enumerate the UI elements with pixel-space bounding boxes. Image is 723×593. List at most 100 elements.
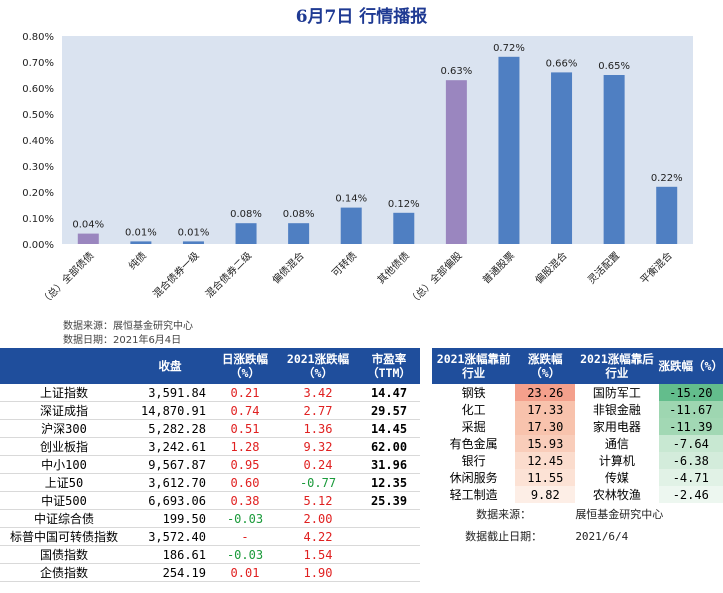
bar [498, 56, 520, 244]
header-bottom-industry: 2021涨幅靠后 行业 [575, 348, 659, 384]
data-label: 0.08% [283, 209, 315, 220]
index-close: 254.19 [128, 563, 212, 582]
index-name: 中证500 [0, 491, 128, 510]
index-name: 国债指数 [0, 545, 128, 564]
y-tick-label: 0.80% [22, 32, 54, 43]
plot-area [62, 36, 693, 244]
bottom-industry-change: -11.67 [658, 401, 723, 418]
chart-source-line2: 数据日期：2021年6月4日 [63, 335, 182, 346]
index-ytd-change: 1.90 [278, 563, 358, 582]
bar [393, 212, 415, 244]
index-name: 上证50 [0, 473, 128, 492]
index-ytd-change: 4.22 [278, 527, 358, 546]
category-label: 可转债 [329, 249, 359, 279]
index-day-change: 0.60 [212, 473, 278, 492]
index-name: 中证综合债 [0, 509, 128, 528]
index-ytd-change: 1.54 [278, 545, 358, 564]
table-row: 中证500 6,693.06 0.38 5.12 25.39 [0, 491, 420, 510]
category-label: 灵活配置 [585, 250, 622, 287]
table-row: 国债指数 186.61 -0.03 1.54 [0, 545, 420, 564]
category-label: 普通股票 [480, 249, 517, 286]
top-industry-name: 休闲服务 [449, 471, 498, 485]
bottom-industry-name: 非银金融 [592, 403, 641, 417]
index-close: 9,567.87 [128, 455, 212, 474]
table-row: 采掘 17.30 家用电器 -11.39 [432, 418, 723, 435]
table-date-row: 数据截止日期： 2021/6/4 [432, 525, 723, 547]
index-day-change: 0.21 [212, 384, 278, 402]
top-industry-name: 轻工制造 [449, 488, 498, 502]
category-label: 纯债 [126, 249, 149, 272]
index-close: 186.61 [128, 545, 212, 564]
category-label: 平衡混合 [637, 249, 674, 286]
date-label: 数据截止日期： [465, 530, 543, 543]
top-industry-name: 采掘 [461, 420, 486, 434]
source-label: 数据来源： [476, 508, 532, 521]
index-ytd-change: 2.77 [278, 401, 358, 420]
top-industry-name: 有色金属 [449, 437, 498, 451]
header-pe: 市盈率 （TTM） [358, 348, 420, 384]
index-close: 5,282.28 [128, 419, 212, 438]
y-tick-label: 0.10% [22, 214, 54, 225]
data-label: 0.01% [125, 227, 157, 238]
index-pe: 12.35 [358, 473, 420, 492]
table-row: 深证成指 14,870.91 0.74 2.77 29.57 [0, 401, 420, 420]
index-day-change: -0.03 [212, 509, 278, 528]
table-row: 轻工制造 9.82 农林牧渔 -2.46 [432, 486, 723, 503]
table-row: 银行 12.45 计算机 -6.38 [432, 452, 723, 469]
y-tick-label: 0.00% [22, 240, 54, 251]
table-row: 有色金属 15.93 通信 -7.64 [432, 435, 723, 452]
bar [77, 233, 99, 244]
header-close: 收盘 [128, 348, 212, 384]
top-industry-change: 12.45 [515, 452, 576, 469]
header-top-industry: 2021涨幅靠前 行业 [432, 348, 516, 384]
index-ytd-change: 0.24 [278, 455, 358, 474]
bottom-industry-name: 农林牧渔 [592, 488, 641, 502]
header-name [0, 348, 128, 384]
bottom-industry-change: -2.46 [658, 486, 723, 503]
top-industry-change: 23.26 [515, 384, 576, 401]
industry-table: 2021涨幅靠前 行业 涨跌幅 （%） 2021涨幅靠后 行业 涨跌幅（%） 钢铁 23… [432, 348, 723, 547]
top-industry-change: 11.55 [515, 469, 576, 486]
category-label: 其他债债 [374, 249, 411, 286]
y-tick-label: 0.30% [22, 162, 54, 173]
category-label: 混合债券二级 [203, 249, 255, 301]
category-label: 混合债券一级 [150, 249, 202, 301]
source-value: 展恒基金研究中心 [575, 508, 664, 521]
top-industry-change: 9.82 [515, 486, 576, 503]
bar [603, 75, 625, 244]
table-row: 标普中国可转债指数 3,572.40-4.22 [0, 527, 420, 546]
index-day-change: -0.03 [212, 545, 278, 564]
index-close: 3,572.40 [128, 527, 212, 546]
data-label: 0.01% [178, 227, 210, 238]
bar [130, 241, 152, 244]
bottom-industry-change: -4.71 [658, 469, 723, 486]
index-close: 3,612.70 [128, 473, 212, 492]
header-day-change: 日涨跌幅 （%） [212, 348, 278, 384]
index-name: 企债指数 [0, 563, 128, 582]
y-tick-label: 0.50% [22, 110, 54, 121]
top-industry-name: 钢铁 [461, 386, 486, 400]
bar [182, 241, 204, 244]
y-tick-label: 0.20% [22, 188, 54, 199]
index-day-change: 0.95 [212, 455, 278, 474]
table-source-row: 数据来源： 展恒基金研究中心 [432, 503, 723, 525]
page-title: 6月7日 行情播报 [295, 7, 428, 27]
bottom-industry-change: -11.39 [658, 418, 723, 435]
index-day-change: 0.38 [212, 491, 278, 510]
category-label: （总）全部偏股 [406, 249, 465, 308]
top-industry-name: 银行 [461, 454, 486, 468]
index-close: 3,242.61 [128, 437, 212, 456]
top-industry-name: 化工 [461, 403, 486, 417]
category-label: 偏股混合 [532, 249, 569, 286]
y-tick-label: 0.60% [22, 84, 54, 95]
bar [445, 80, 467, 244]
bar [656, 186, 678, 244]
bottom-industry-name: 家用电器 [592, 420, 641, 434]
date-value: 2021/6/4 [575, 529, 629, 543]
index-day-change: 0.74 [212, 401, 278, 420]
index-table: 收盘 日涨跌幅 （%） 2021涨跌幅 （%） 市盈率 （TTM） 上证指数 3,591… [0, 348, 420, 582]
index-name: 中小100 [0, 455, 128, 474]
header-ytd-change: 2021涨跌幅 （%） [278, 348, 358, 384]
header-top-change: 涨跌幅 （%） [515, 348, 576, 384]
bottom-industry-change: -15.20 [658, 384, 723, 401]
